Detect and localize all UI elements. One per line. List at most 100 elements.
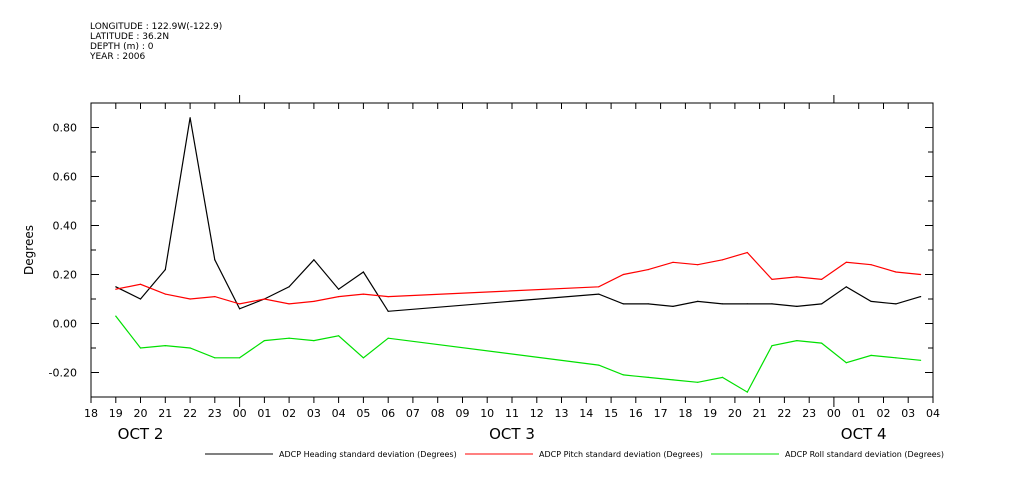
x-tick-label: 20 <box>134 407 148 420</box>
data-point <box>821 303 823 305</box>
data-point <box>239 303 241 305</box>
data-point <box>920 359 922 361</box>
data-point <box>362 293 364 295</box>
x-tick-label: 19 <box>703 407 717 420</box>
station-info: LONGITUDE : 122.9W(-122.9) LATITUDE : 36… <box>90 22 222 62</box>
data-point <box>796 340 798 342</box>
data-point <box>672 261 674 263</box>
x-tick-label: 00 <box>827 407 841 420</box>
data-point <box>288 286 290 288</box>
y-tick-label: 0.80 <box>53 122 78 135</box>
latitude-text: LATITUDE : 36.2N <box>90 32 170 42</box>
x-tick-label: 20 <box>728 407 742 420</box>
data-point <box>672 305 674 307</box>
data-point <box>920 273 922 276</box>
data-point <box>189 347 191 349</box>
x-tick-label: 11 <box>505 407 519 420</box>
data-point <box>647 376 649 378</box>
x-tick-label: 09 <box>456 407 470 420</box>
data-point <box>598 364 600 366</box>
data-point <box>214 296 216 298</box>
data-point <box>189 298 191 300</box>
x-tick-label: 23 <box>208 407 222 420</box>
x-tick-label: 04 <box>332 407 346 420</box>
data-point <box>647 303 649 305</box>
x-tick-label: 23 <box>802 407 816 420</box>
data-point <box>870 264 872 266</box>
x-tick-label: 12 <box>530 407 544 420</box>
data-point <box>362 271 364 273</box>
data-point <box>697 264 699 266</box>
data-point <box>239 308 241 310</box>
x-tick-label: 01 <box>257 407 271 420</box>
data-point <box>697 300 699 302</box>
y-tick-label: -0.20 <box>49 367 77 380</box>
y-tick-label: 0.20 <box>53 269 78 282</box>
x-tick-label: 08 <box>431 407 445 420</box>
data-point <box>895 271 897 273</box>
x-tick-label: 22 <box>183 407 197 420</box>
data-point <box>115 288 117 290</box>
data-point <box>796 276 798 278</box>
legend: ADCP Heading standard deviation (Degrees… <box>205 450 944 459</box>
data-point <box>721 376 724 378</box>
x-tick-label: 15 <box>604 407 618 420</box>
data-point <box>622 273 625 276</box>
data-point <box>115 315 117 317</box>
data-point <box>845 261 847 263</box>
data-point <box>288 337 290 339</box>
data-point <box>387 337 389 339</box>
data-point <box>338 288 340 290</box>
x-tick-label: 14 <box>579 407 593 420</box>
x-tick-label: 17 <box>654 407 668 420</box>
x-tick-label: 18 <box>84 407 98 420</box>
day-label: OCT 3 <box>489 425 535 443</box>
data-point <box>288 303 290 305</box>
data-point <box>214 357 216 359</box>
data-point <box>771 345 773 347</box>
x-tick-label: 21 <box>753 407 767 420</box>
data-point <box>239 357 241 359</box>
plot-frame <box>90 102 934 398</box>
data-point <box>263 298 265 300</box>
x-axis: 18 19 20 21 22 23 00 01 02 03 04 05 06 07 08 09 10 11 12 13… <box>84 95 940 443</box>
data-point <box>647 269 649 271</box>
data-point <box>796 305 798 307</box>
data-point <box>313 259 315 261</box>
x-tick-label: 00 <box>233 407 247 420</box>
data-point <box>338 335 340 337</box>
x-tick-label: 18 <box>678 407 692 420</box>
data-point <box>845 362 847 364</box>
data-point <box>313 300 315 302</box>
x-tick-label: 10 <box>480 407 494 420</box>
longitude-text: LONGITUDE : 122.9W(-122.9) <box>90 22 223 32</box>
data-point <box>672 379 674 381</box>
x-tick-label: 21 <box>158 407 172 420</box>
data-point <box>771 278 773 280</box>
x-tick-label: 07 <box>406 407 420 420</box>
x-tick-label: 13 <box>555 407 569 420</box>
data-point <box>920 296 922 298</box>
data-point <box>139 347 142 349</box>
series-line-0 <box>115 117 921 312</box>
data-point <box>721 259 724 261</box>
data-point <box>263 340 265 342</box>
x-tick-label: 05 <box>356 407 370 420</box>
data-point <box>139 298 142 300</box>
data-point <box>362 357 364 359</box>
x-tick-label: 19 <box>109 407 123 420</box>
x-tick-label: 16 <box>629 407 643 420</box>
data-point <box>746 251 748 254</box>
depth-text: DEPTH (m) : 0 <box>90 42 154 52</box>
legend-label: ADCP Heading standard deviation (Degrees… <box>279 450 457 459</box>
series-line-1 <box>115 251 921 305</box>
x-tick-label: 03 <box>901 407 915 420</box>
data-point <box>214 259 216 261</box>
series-lines <box>115 117 922 393</box>
data-point <box>821 278 823 280</box>
x-tick-label: 22 <box>777 407 791 420</box>
data-point <box>139 283 142 285</box>
y-tick-label: 0.60 <box>53 171 78 184</box>
data-point <box>338 296 340 298</box>
